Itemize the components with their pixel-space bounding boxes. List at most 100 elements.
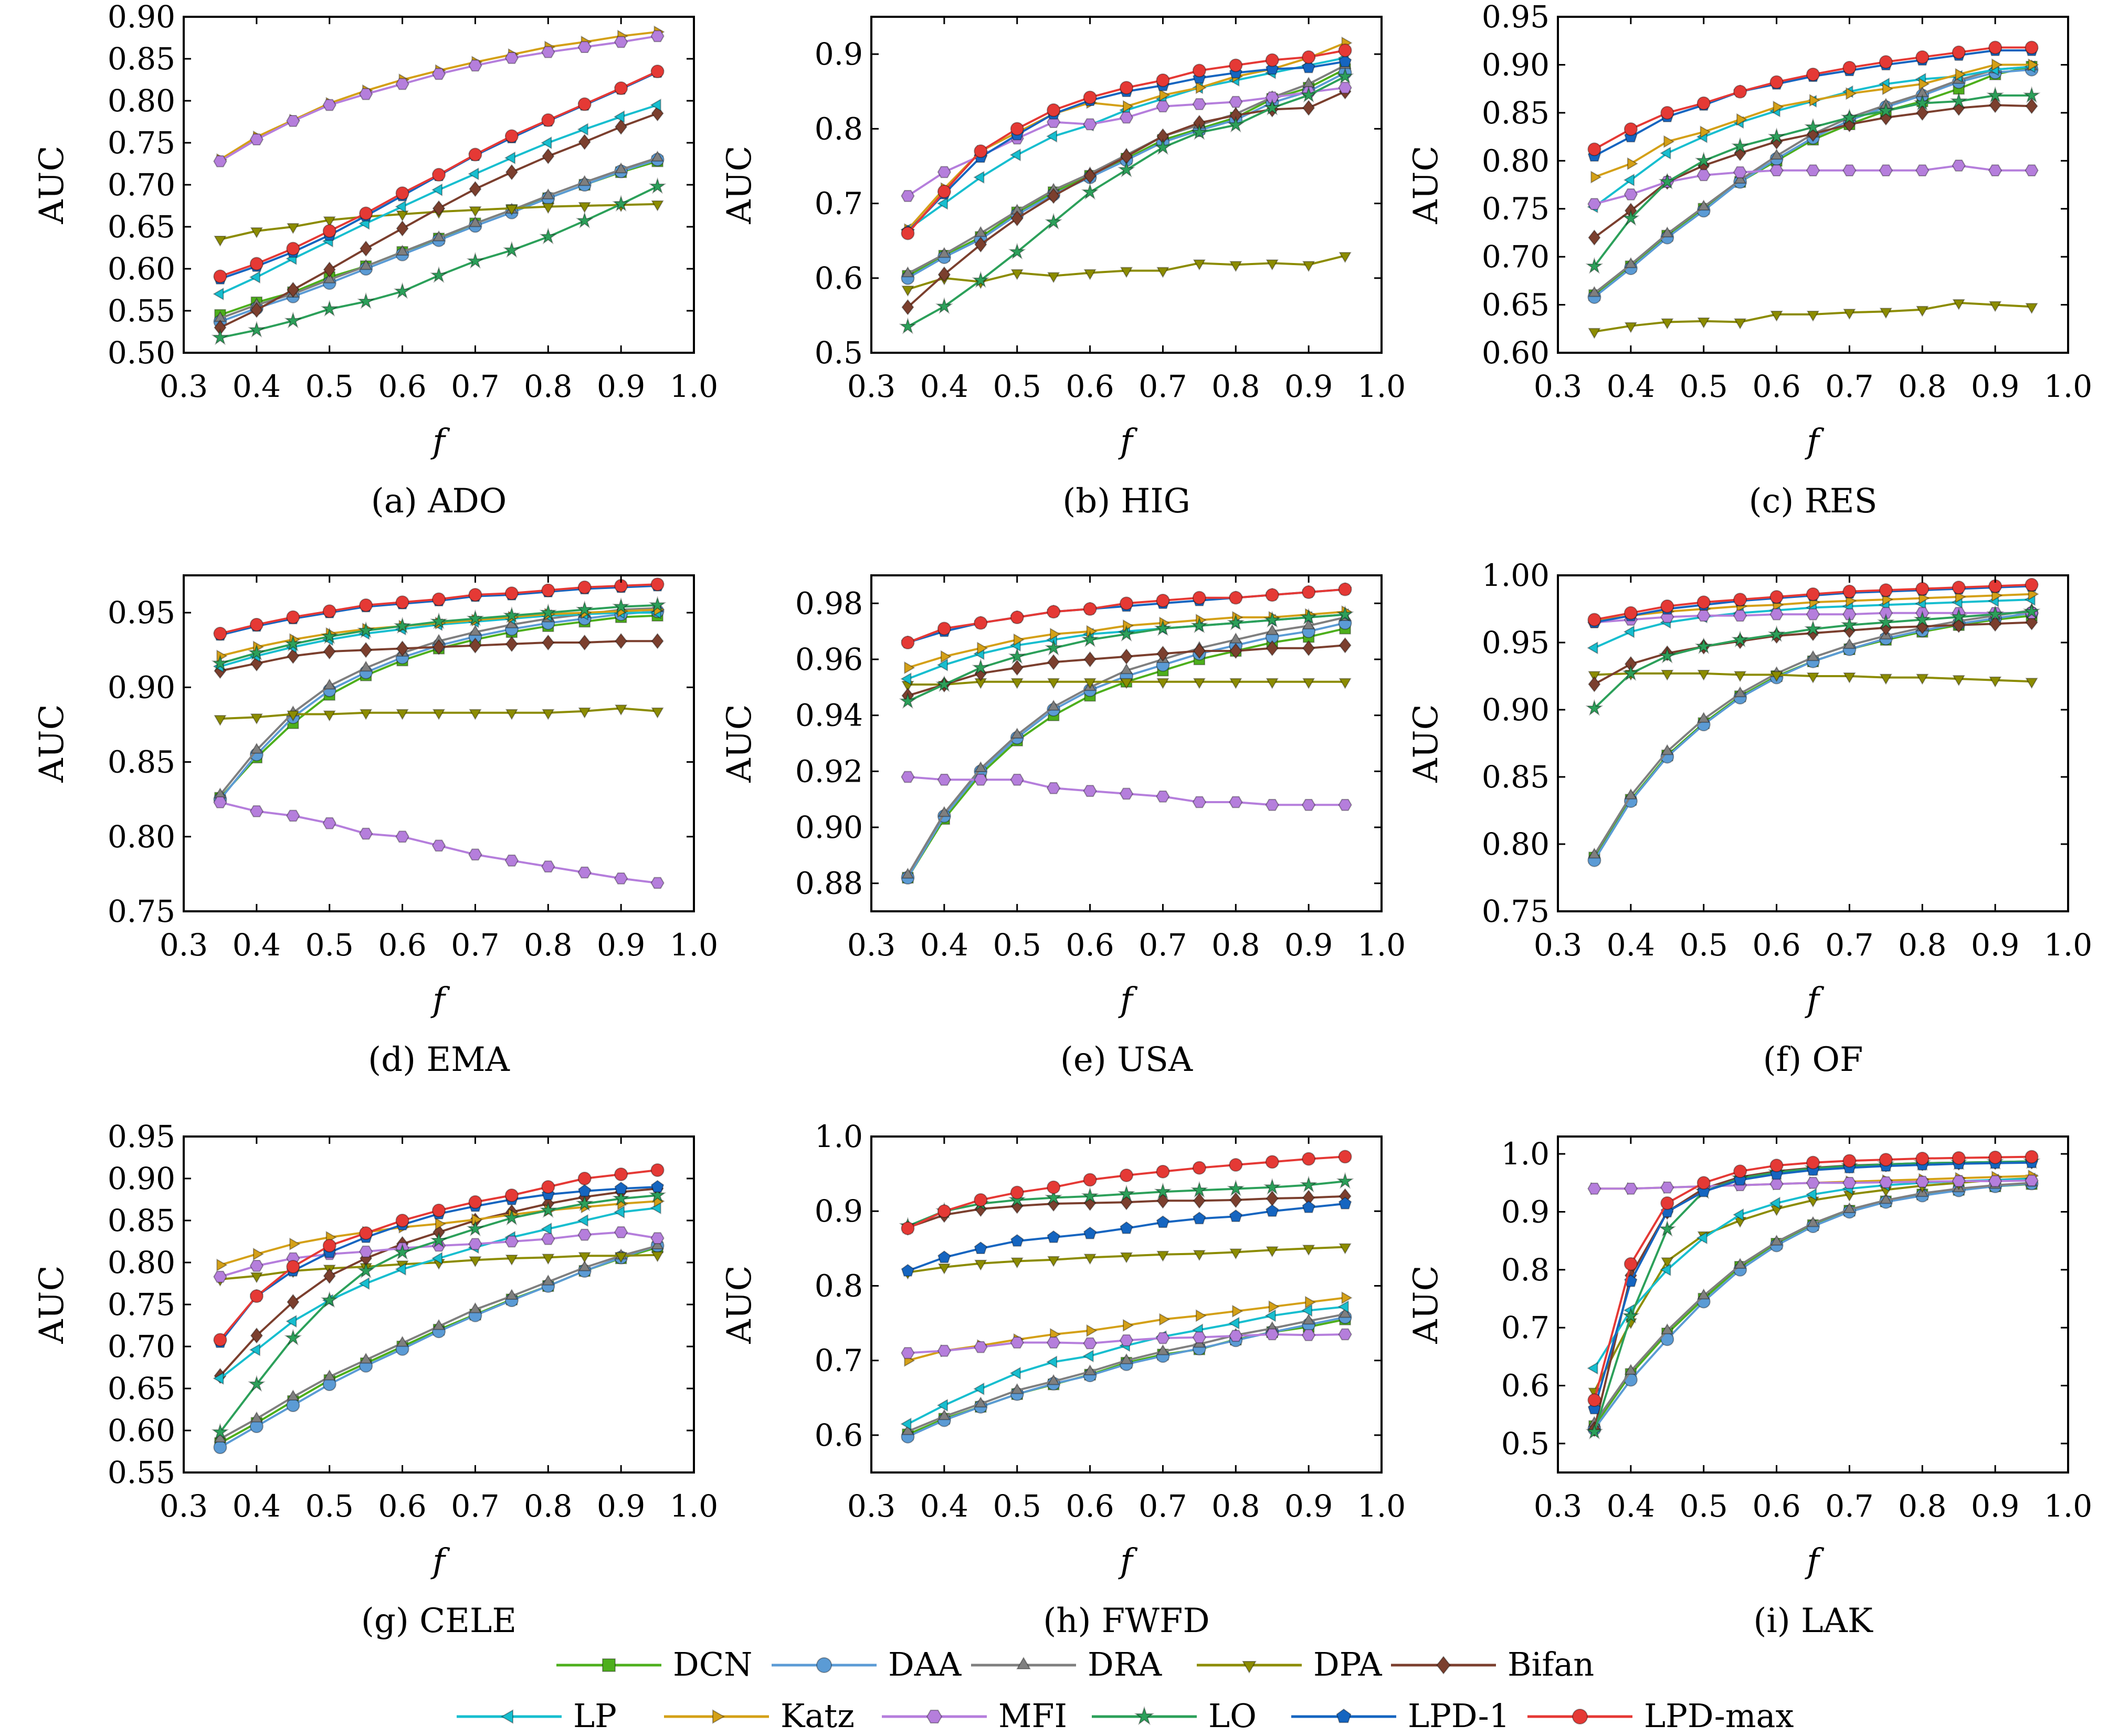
chart-panel: 0.3 0.4 0.5 0.6 0.7 0.8 0.9 1.0 0.50 0.55 0.60 0.65… xyxy=(33,0,718,521)
data-point xyxy=(1624,1257,1638,1271)
data-point xyxy=(1266,678,1279,689)
data-point xyxy=(1045,213,1062,230)
data-point xyxy=(539,603,557,620)
data-point xyxy=(1587,142,1601,156)
data-point xyxy=(1229,1158,1243,1172)
chart-panel: 0.3 0.4 0.5 0.6 0.7 0.8 0.9 1.0 0.88 0.90 0.92 0.94… xyxy=(720,574,1406,1079)
data-point xyxy=(432,167,446,182)
legend-label: LP xyxy=(573,1697,617,1735)
data-point xyxy=(1083,167,1097,184)
data-point xyxy=(1988,1150,2002,1164)
x-tick-label: 0.5 xyxy=(1680,369,1728,404)
data-point xyxy=(1120,1168,1133,1182)
data-point xyxy=(1840,108,1859,125)
data-point xyxy=(322,1239,336,1253)
data-point xyxy=(1658,646,1677,664)
data-point xyxy=(1622,664,1640,681)
data-point xyxy=(214,715,227,727)
data-point xyxy=(471,1213,483,1226)
data-point xyxy=(1192,591,1206,605)
x-tick-label: 0.3 xyxy=(1534,927,1582,963)
data-point xyxy=(1913,610,1932,627)
data-point xyxy=(541,1233,555,1245)
data-point xyxy=(1842,1154,1857,1168)
legend-item: Katz xyxy=(664,1697,855,1735)
data-point xyxy=(286,1314,297,1328)
data-point xyxy=(1083,90,1097,104)
data-point xyxy=(972,271,990,288)
x-tick-label: 0.8 xyxy=(1898,1488,1946,1524)
data-point xyxy=(1879,1193,1892,1204)
data-point xyxy=(359,1226,373,1240)
data-point xyxy=(1879,1153,1893,1167)
data-point xyxy=(1658,172,1677,190)
data-point xyxy=(1265,53,1279,67)
data-point xyxy=(1010,1185,1024,1200)
data-point xyxy=(1154,619,1172,636)
data-point xyxy=(1341,1291,1353,1304)
data-point xyxy=(1733,1208,1744,1222)
data-point xyxy=(1879,308,1892,319)
y-tick-label: 0.9 xyxy=(815,1193,863,1229)
data-point xyxy=(1010,122,1024,136)
data-point xyxy=(1302,100,1315,116)
data-point xyxy=(614,81,628,95)
data-point xyxy=(1986,86,2004,103)
data-point xyxy=(1047,1256,1060,1267)
data-point xyxy=(2028,58,2039,71)
legend-item: LPD-1 xyxy=(1291,1697,1510,1735)
legend-marker xyxy=(602,1658,616,1672)
x-tick-label: 1.0 xyxy=(2044,1488,2092,1524)
y-axis-label: AUC xyxy=(33,1265,71,1344)
data-point xyxy=(1587,613,1601,627)
data-point xyxy=(1696,169,1711,182)
data-point xyxy=(395,200,406,213)
x-tick-label: 0.3 xyxy=(847,1488,895,1524)
legend-label: MFI xyxy=(998,1697,1067,1735)
data-point xyxy=(1047,187,1060,204)
data-point xyxy=(650,1163,665,1177)
x-tick-label: 0.9 xyxy=(1284,1488,1333,1524)
data-point xyxy=(1624,1182,1638,1195)
data-point xyxy=(250,742,263,754)
data-point xyxy=(469,637,482,654)
data-point xyxy=(323,1369,336,1381)
data-point xyxy=(974,226,987,237)
data-point xyxy=(901,286,914,297)
x-axis-label: f xyxy=(1118,1542,1138,1581)
legend-label: DAA xyxy=(888,1645,962,1684)
data-point xyxy=(650,65,665,78)
data-point xyxy=(1010,1383,1024,1394)
data-point xyxy=(505,636,518,653)
data-point xyxy=(1587,1182,1601,1195)
x-tick-label: 0.5 xyxy=(305,927,354,963)
y-tick-label: 0.92 xyxy=(795,753,863,789)
data-point xyxy=(1266,1246,1279,1258)
data-point xyxy=(393,616,412,634)
y-tick-label: 0.85 xyxy=(1482,95,1550,131)
data-point xyxy=(1624,1373,1638,1387)
data-point xyxy=(1047,699,1060,711)
data-point xyxy=(1010,728,1024,739)
y-tick-label: 0.50 xyxy=(108,335,175,371)
data-point xyxy=(1804,619,1822,637)
data-point xyxy=(213,1333,227,1347)
data-point xyxy=(1696,1231,1708,1245)
data-point xyxy=(1118,625,1135,642)
data-point xyxy=(615,633,628,649)
data-point xyxy=(1622,209,1640,226)
data-point xyxy=(1193,643,1206,659)
data-point xyxy=(612,1189,630,1206)
panel-caption: (f) OF xyxy=(1763,1040,1863,1079)
data-point xyxy=(651,1180,665,1193)
data-point xyxy=(648,1186,667,1203)
data-point xyxy=(1842,584,1857,598)
data-point xyxy=(1050,627,1061,641)
y-axis-label: AUC xyxy=(1407,145,1446,224)
data-point xyxy=(1300,1175,1318,1193)
legend-label: LO xyxy=(1208,1697,1257,1735)
data-point xyxy=(395,1262,406,1276)
data-point xyxy=(541,113,555,127)
data-point xyxy=(1047,272,1060,283)
data-point xyxy=(974,616,988,630)
